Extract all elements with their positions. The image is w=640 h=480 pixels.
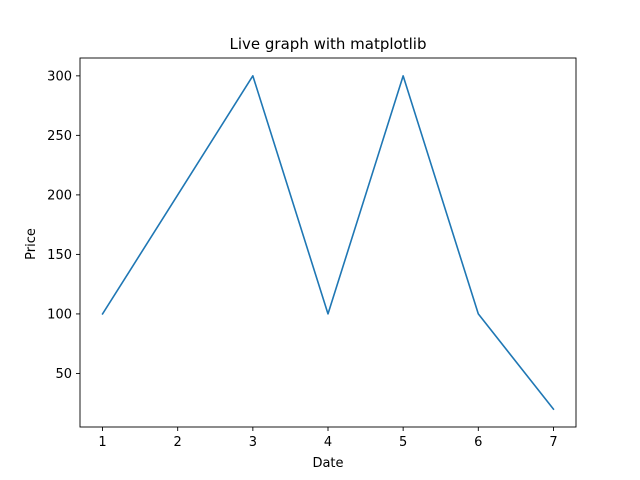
y-tick-label: 100 (47, 307, 72, 322)
x-tick-label: 5 (399, 435, 407, 450)
x-tick-label: 3 (249, 435, 257, 450)
chart-title: Live graph with matplotlib (230, 35, 427, 53)
x-tick-label: 2 (174, 435, 182, 450)
y-tick-label: 250 (47, 129, 72, 144)
axes-frame (79, 57, 577, 428)
y-tick-label: 50 (55, 367, 72, 382)
y-tick-label: 300 (47, 69, 72, 84)
x-tick-label: 6 (474, 435, 482, 450)
x-axis-label: Date (312, 456, 343, 471)
plot-area: 1 2 3 4 5 6 7 50 100 150 200 250 300 (47, 57, 577, 450)
series-line-0 (101, 75, 555, 411)
y-axis-label: Price (24, 228, 39, 260)
x-tick-label: 7 (549, 435, 557, 450)
x-tick-label: 4 (324, 435, 332, 450)
x-tick-label: 1 (98, 435, 106, 450)
y-tick-label: 200 (47, 188, 72, 203)
y-tick-label: 150 (47, 248, 72, 263)
